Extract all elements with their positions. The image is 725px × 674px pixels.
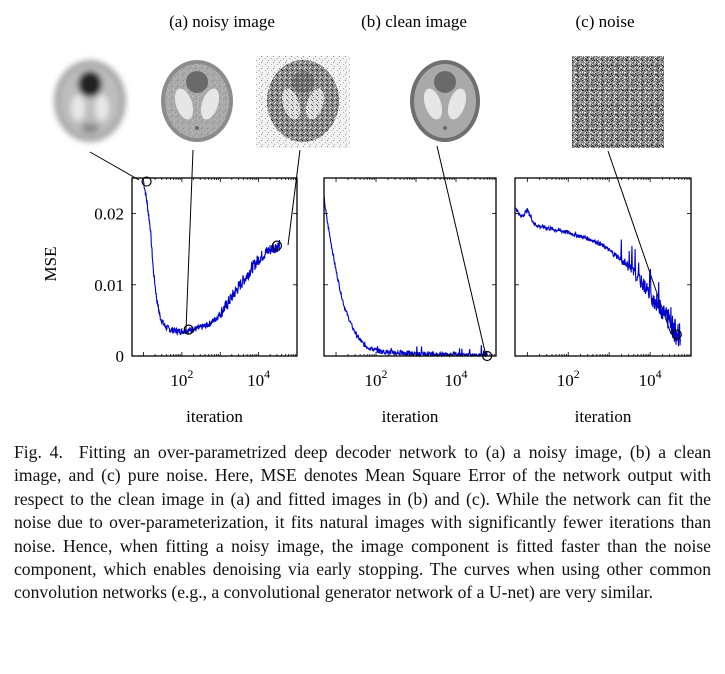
x-tick-label: 102 [365, 367, 388, 390]
axes-frame [131, 177, 298, 357]
thumbnail-noisy-middle [150, 56, 244, 148]
caption-text: Fitting an over-parametrized deep decode… [14, 442, 711, 603]
x-tick-label: 104 [639, 367, 662, 390]
x-tick-label: 104 [445, 367, 468, 390]
figure: (a) noisy image (b) clean image (c) nois… [41, 12, 692, 426]
x-axis-label: iteration [186, 407, 243, 426]
x-axis-label: iteration [382, 407, 439, 426]
thumbnail-clean-image [398, 56, 492, 148]
y-tick-label: 0.02 [94, 205, 124, 224]
figure-caption: Fig. 4. Fitting an over-parametrized dee… [14, 441, 711, 605]
series-line-noise [514, 206, 681, 347]
marker-circle [141, 176, 152, 187]
axes-frame [323, 177, 497, 357]
x-axis-label: iteration [575, 407, 632, 426]
plot-panel-noise: 102 104 iteration [514, 177, 692, 426]
plot-panel-clean-image: 102 104 iteration [323, 177, 497, 426]
x-tick-label: 104 [247, 367, 270, 390]
panel-title-noise: (c) noise [575, 12, 634, 31]
marker-circle [482, 350, 493, 362]
thumbnail-noisy-late [256, 56, 350, 148]
panel-title-noisy-image: (a) noisy image [169, 12, 275, 31]
thumbnail-noise [572, 56, 664, 148]
caption-label: Fig. 4. [14, 442, 63, 462]
y-tick-label: 0 [116, 347, 125, 366]
marker-circle [183, 324, 194, 335]
series-line-noisy-image [143, 181, 281, 337]
series-line-clean-image [323, 196, 488, 358]
y-axis-label: MSE [41, 247, 60, 282]
marker-circle [271, 240, 283, 251]
x-tick-label: 102 [170, 367, 193, 390]
panel-title-clean-image: (b) clean image [361, 12, 467, 31]
x-tick-label: 102 [557, 367, 580, 390]
y-tick-label: 0.01 [94, 276, 124, 295]
thumbnail-noisy-early [43, 56, 137, 148]
marker-circle [671, 329, 682, 340]
axes-frame [514, 177, 692, 357]
